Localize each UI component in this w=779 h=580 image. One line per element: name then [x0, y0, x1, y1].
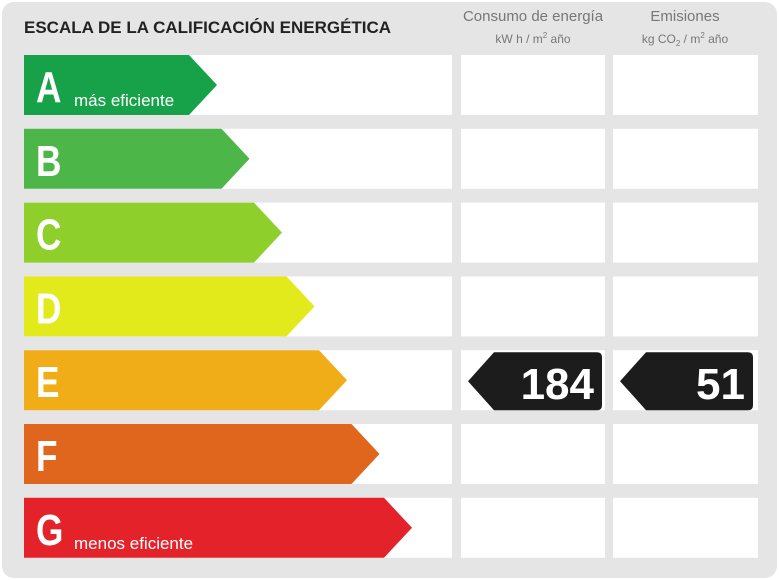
title: ESCALA DE LA CALIFICACIÓN ENERGÉTICA: [24, 18, 391, 37]
energy-cell: [461, 202, 605, 263]
unit-part: / m: [680, 32, 700, 46]
rating-badge: [468, 352, 602, 411]
column-title: Consumo de energía: [463, 8, 604, 25]
emissions-cell: [613, 128, 758, 189]
emissions-cell: [613, 276, 758, 337]
rating-letter: D: [36, 285, 61, 334]
unit-part: año: [547, 32, 571, 46]
column-unit: kW h / m2 año: [495, 31, 570, 46]
rating-arrow: [24, 350, 347, 411]
emissions-cell: [613, 424, 758, 484]
energy-cell: [461, 497, 605, 558]
rating-note: más eficiente: [74, 91, 174, 110]
column-title: Emisiones: [650, 8, 719, 25]
rating-arrow: [24, 497, 412, 558]
rating-letter: G: [36, 506, 63, 555]
unit-part: kW h / m: [495, 32, 542, 46]
column-unit: kg CO2 / m2 año: [642, 31, 729, 48]
unit-part: año: [705, 32, 729, 46]
emissions-cell: [613, 55, 758, 115]
rating-letter: A: [36, 63, 61, 112]
rating-badge: [620, 352, 753, 411]
rating-letter: E: [36, 359, 59, 408]
rating-letter: C: [36, 211, 61, 260]
unit-part: 2: [676, 39, 681, 48]
rating-arrow: [24, 424, 380, 484]
energy-cell: [461, 276, 605, 337]
rating-value: 51: [696, 360, 745, 409]
rating-arrow: [24, 202, 282, 263]
emissions-cell: [613, 497, 758, 558]
rating-value: 184: [521, 360, 595, 409]
rating-arrow: [24, 276, 315, 337]
rating-arrow: [24, 55, 217, 115]
energy-cell: [461, 128, 605, 189]
unit-part: 2: [700, 31, 705, 40]
unit-part: kg CO: [642, 32, 676, 46]
emissions-cell: [613, 202, 758, 263]
rating-arrow: [24, 128, 250, 189]
energy-cell: [461, 55, 605, 115]
rating-note: menos eficiente: [74, 534, 193, 553]
unit-part: 2: [543, 31, 548, 40]
rating-letter: B: [36, 137, 61, 186]
rating-letter: F: [36, 432, 58, 481]
energy-cell: [461, 424, 605, 484]
